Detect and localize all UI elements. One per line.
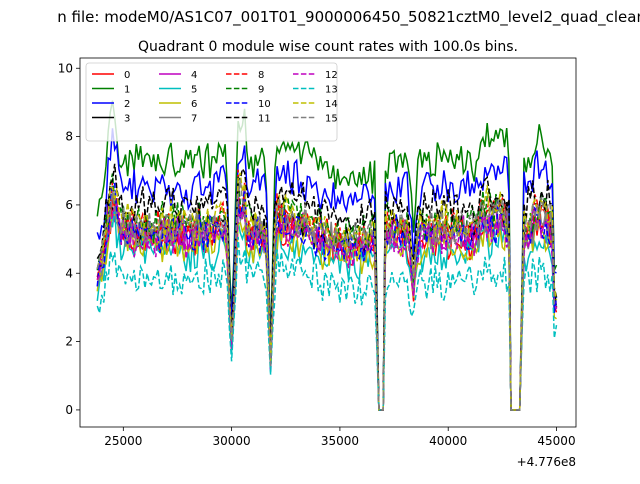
legend-label-12: 12 bbox=[325, 70, 338, 81]
x-tick-label: 45000 bbox=[537, 434, 575, 448]
legend-label-5: 5 bbox=[191, 85, 197, 96]
chart-title: Quadrant 0 module wise count rates with … bbox=[138, 39, 518, 55]
series-line-15 bbox=[96, 178, 557, 411]
legend-label-6: 6 bbox=[191, 99, 197, 110]
figure-suptitle: n file: modeM0/AS1C07_001T01_9000006450_… bbox=[0, 8, 640, 32]
legend-label-4: 4 bbox=[191, 70, 197, 81]
legend-frame bbox=[85, 62, 338, 142]
series-line-9 bbox=[96, 173, 558, 411]
x-tick-label: 30000 bbox=[213, 434, 251, 448]
legend-label-15: 15 bbox=[325, 114, 338, 125]
x-offset-label: +4.776e8 bbox=[517, 455, 576, 469]
legend-label-2: 2 bbox=[124, 99, 130, 110]
x-tick-label: 35000 bbox=[321, 434, 359, 448]
legend-label-0: 0 bbox=[124, 70, 130, 81]
figure-suptitle-text: n file: modeM0/AS1C07_001T01_9000006450_… bbox=[57, 8, 640, 26]
series-line-11 bbox=[96, 163, 558, 411]
legend-label-8: 8 bbox=[258, 70, 264, 81]
plot-frame bbox=[79, 57, 577, 428]
x-tick-label: 40000 bbox=[429, 434, 467, 448]
y-tick-label: 2 bbox=[65, 335, 73, 349]
legend-label-11: 11 bbox=[258, 114, 271, 125]
legend-label-14: 14 bbox=[325, 99, 338, 110]
legend-label-3: 3 bbox=[124, 114, 130, 125]
y-tick-label: 0 bbox=[65, 403, 73, 417]
y-tick-label: 8 bbox=[65, 130, 73, 144]
legend-label-7: 7 bbox=[191, 114, 197, 125]
series-line-1 bbox=[96, 100, 558, 411]
legend-label-13: 13 bbox=[325, 85, 338, 96]
x-tick-label: 25000 bbox=[104, 434, 142, 448]
y-tick-label: 10 bbox=[58, 61, 73, 75]
series-line-12 bbox=[96, 203, 558, 411]
series-layer bbox=[96, 100, 558, 411]
legend-label-9: 9 bbox=[258, 85, 264, 96]
series-line-13 bbox=[96, 236, 558, 411]
legend-label-1: 1 bbox=[124, 85, 130, 96]
y-tick-label: 6 bbox=[65, 198, 73, 212]
y-tick-label: 4 bbox=[65, 266, 73, 280]
legend-label-10: 10 bbox=[258, 99, 271, 110]
